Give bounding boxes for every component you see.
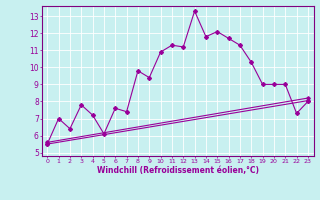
X-axis label: Windchill (Refroidissement éolien,°C): Windchill (Refroidissement éolien,°C) xyxy=(97,166,259,175)
